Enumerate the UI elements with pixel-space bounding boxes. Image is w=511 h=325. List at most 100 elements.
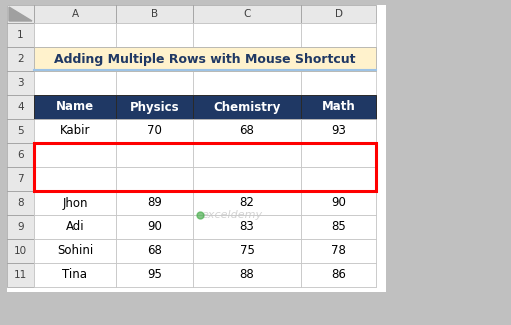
Bar [301,263,376,287]
Bar [116,143,193,167]
Text: 90: 90 [147,220,162,233]
Bar [193,239,301,263]
Text: 75: 75 [240,244,254,257]
Bar [116,191,193,215]
Bar [34,143,116,167]
Bar [116,167,193,191]
Text: D: D [335,9,342,19]
Bar [116,167,193,191]
Text: C: C [243,9,251,19]
Bar [116,119,193,143]
Bar [7,23,34,47]
Bar [34,95,116,119]
Bar [193,119,301,143]
Text: Kabir: Kabir [60,124,90,137]
Bar [7,95,34,119]
Bar [7,263,34,287]
Bar [34,71,116,95]
Bar [34,263,116,287]
Text: 11: 11 [14,270,27,280]
Bar [34,5,116,23]
Text: 93: 93 [331,124,346,137]
Bar [193,215,301,239]
Bar [301,23,376,47]
Bar [34,119,116,143]
Bar [193,23,301,47]
Bar [34,215,116,239]
Text: 6: 6 [17,150,24,160]
Bar [34,119,116,143]
Bar [7,191,34,215]
Bar [34,239,116,263]
Bar [301,191,376,215]
Bar [193,95,301,119]
Bar [116,239,193,263]
Text: 95: 95 [147,268,162,281]
Bar [193,47,301,71]
Bar [116,191,193,215]
Bar [301,95,376,119]
Bar [301,71,376,95]
Bar [193,95,301,119]
Bar [34,95,116,119]
Bar [34,167,116,191]
Bar [301,5,376,23]
Bar [116,23,193,47]
Bar [301,47,376,71]
Text: 9: 9 [17,222,24,232]
Bar [193,5,301,23]
Bar [34,143,116,167]
Bar [116,239,193,263]
Text: 3: 3 [17,78,24,88]
Bar [301,167,376,191]
Text: Adi: Adi [66,220,84,233]
Text: 82: 82 [240,197,254,210]
Bar [116,5,193,23]
Bar [7,47,34,71]
Bar [193,263,301,287]
Text: 68: 68 [240,124,254,137]
Bar [301,167,376,191]
Bar [7,239,34,263]
Bar [7,167,34,191]
Bar [34,191,116,215]
Text: 10: 10 [14,246,27,256]
Text: 70: 70 [147,124,162,137]
Bar [116,95,193,119]
Bar [193,215,301,239]
Bar [7,215,34,239]
Bar [34,23,116,47]
Bar [34,47,116,71]
Bar [34,263,116,287]
Bar [116,71,193,95]
Bar [34,47,376,71]
Text: 8: 8 [17,198,24,208]
Bar [301,119,376,143]
Text: 78: 78 [331,244,346,257]
Bar [301,239,376,263]
Bar [116,47,193,71]
Bar [7,5,34,23]
Bar [116,119,193,143]
Bar [34,239,116,263]
Bar [34,143,376,191]
Bar [193,263,301,287]
Bar [193,191,301,215]
Bar [34,191,116,215]
Bar [193,143,301,167]
Text: 4: 4 [17,102,24,112]
Bar [116,215,193,239]
Bar [7,119,34,143]
Bar [193,119,301,143]
Bar [116,263,193,287]
Polygon shape [9,7,32,21]
Text: 88: 88 [240,268,254,281]
Text: Chemistry: Chemistry [213,100,281,113]
Text: exceldemy: exceldemy [202,210,263,220]
Bar [301,191,376,215]
Bar [301,95,376,119]
Bar [301,215,376,239]
Text: 83: 83 [240,220,254,233]
Text: 85: 85 [331,220,346,233]
Text: 86: 86 [331,268,346,281]
